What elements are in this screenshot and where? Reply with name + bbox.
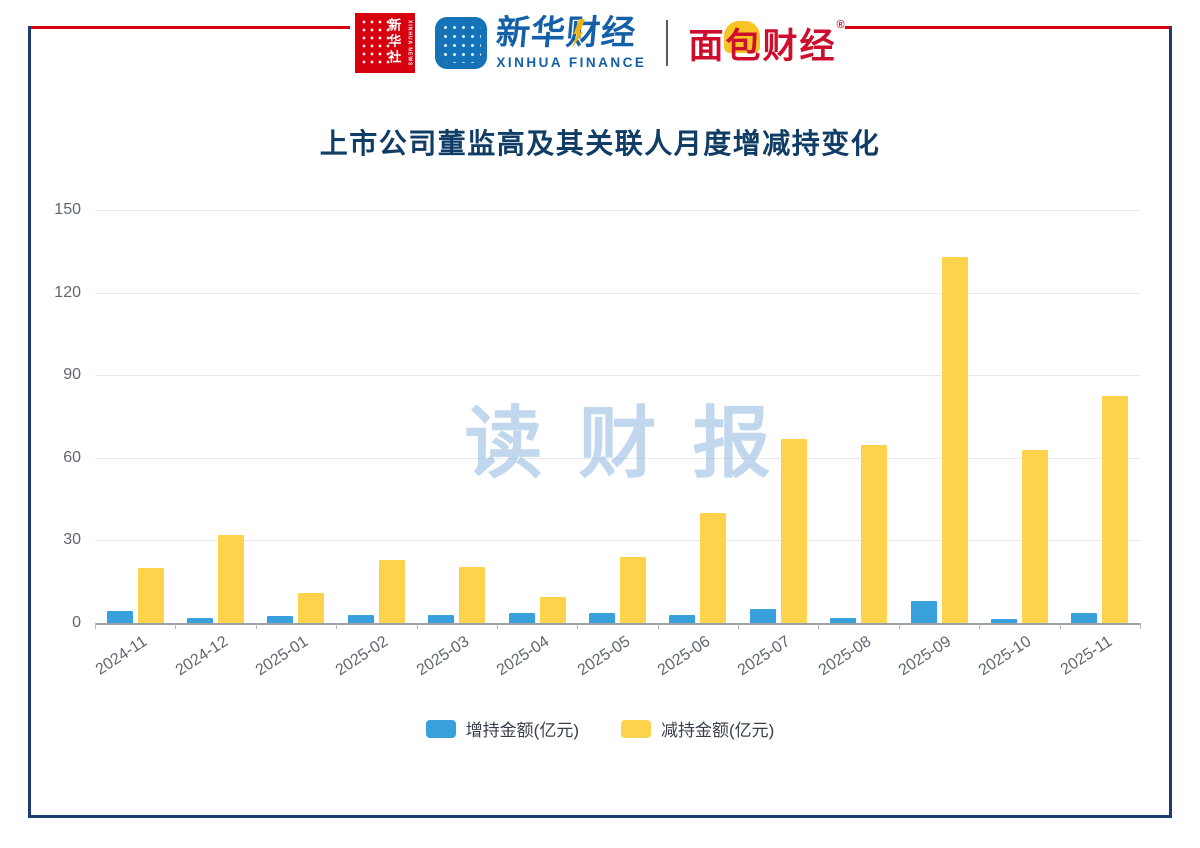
y-axis-label: 90	[63, 366, 81, 384]
watermark: 读财报	[464, 398, 807, 490]
x-axis-label: 2025-08	[815, 633, 874, 680]
x-axis-label: 2025-05	[574, 633, 633, 680]
legend-item: 减持金额(亿元)	[621, 716, 774, 741]
x-axis-tick	[496, 623, 498, 629]
bar-decrease-2025-10	[1021, 449, 1048, 623]
x-axis-label: 2025-06	[654, 633, 714, 680]
gridline	[95, 540, 1140, 542]
xinhua-news-wordmark: 新华社	[386, 18, 402, 66]
bar-decrease-2025-06	[700, 512, 727, 623]
bar-decrease-2025-05	[620, 556, 646, 623]
bar-increase-2025-07	[749, 609, 776, 623]
bar-increase-2025-01	[267, 616, 294, 623]
legend-label: 增持金额(亿元)	[465, 721, 579, 740]
xinhua-finance-subtitle: XINHUA FINANCE	[496, 54, 647, 70]
bar-decrease-2025-09	[941, 256, 968, 623]
bar-decrease-2025-03	[459, 566, 486, 623]
header-logos: 新华社 XINHUA NEWS 新华财经 XINHUA FINANCE 面包财经…	[0, 10, 1200, 76]
y-axis-label: 60	[63, 448, 81, 466]
bread-icon	[724, 20, 761, 53]
x-axis-label: 2025-09	[895, 633, 955, 680]
xinhua-news-logo: 新华社 XINHUA NEWS	[355, 13, 416, 73]
bar-increase-2025-04	[508, 613, 535, 623]
bar-increase-2025-05	[589, 613, 615, 623]
plot-area: 读财报 0 30 60 90 120 150 2024-11 2024-12 2025-01 20…	[54, 201, 1141, 679]
bar-increase-2025-09	[910, 600, 937, 623]
bar-increase-2025-02	[347, 614, 374, 623]
x-axis-tick	[416, 623, 418, 629]
registered-mark: ®	[836, 18, 845, 31]
xinhua-finance-text: 新华财经 XINHUA FINANCE	[494, 14, 648, 70]
bread-finance-logo: 面包财经 ®	[688, 18, 844, 69]
gridline	[95, 457, 1140, 459]
frame-bottom-navy-line	[28, 815, 1172, 818]
x-axis-tick	[95, 623, 96, 629]
x-axis-tick	[336, 623, 338, 629]
bar-increase-2025-03	[428, 614, 455, 623]
bar-decrease-2025-07	[780, 438, 807, 623]
gridline	[95, 210, 1140, 211]
frame-left-navy-line	[28, 26, 31, 818]
x-axis-label: 2025-10	[976, 633, 1035, 680]
x-axis-tick	[738, 623, 740, 629]
x-axis-label: 2025-01	[252, 633, 312, 680]
xinhua-finance-name: 新华财经	[494, 14, 639, 53]
bar-decrease-2025-11	[1102, 395, 1129, 623]
bar-decrease-2025-08	[861, 445, 888, 623]
x-axis-tick	[577, 623, 579, 629]
x-axis-tick	[1059, 623, 1061, 629]
x-axis-label: 2024-12	[172, 633, 231, 680]
bar-increase-2025-11	[1071, 613, 1098, 623]
x-axis-tick	[818, 623, 820, 629]
y-axis-label: 0	[72, 614, 81, 631]
x-axis-label: 2024-11	[92, 633, 151, 679]
legend-label: 减持金额(亿元)	[661, 721, 775, 740]
y-axis-label: 120	[54, 283, 81, 301]
x-axis-tick	[657, 623, 659, 629]
bar-decrease-2025-02	[378, 559, 405, 623]
gridline	[95, 292, 1140, 294]
legend-swatch	[621, 719, 651, 738]
logo-divider	[666, 20, 669, 66]
bar-increase-2024-11	[106, 610, 133, 623]
y-axis-label: 150	[54, 201, 81, 218]
frame-top-left-red-line	[28, 26, 350, 29]
bar-decrease-2025-04	[539, 596, 566, 623]
bar-decrease-2024-12	[218, 534, 245, 623]
x-axis-tick	[979, 623, 981, 629]
x-axis-tick	[175, 623, 177, 629]
x-axis-line	[95, 623, 1140, 625]
bar-increase-2025-06	[669, 614, 696, 623]
frame-top-right-red-line	[845, 26, 1172, 29]
bar-increase-2025-10	[990, 618, 1017, 623]
bar-decrease-2024-11	[137, 567, 164, 623]
legend-swatch	[425, 719, 456, 738]
xinhua-finance-wordmark: 新华财经	[494, 14, 648, 53]
x-axis-label: 2025-03	[413, 633, 472, 680]
network-globe-icon	[360, 18, 393, 68]
x-axis-label: 2025-07	[735, 633, 794, 680]
x-axis-tick	[1140, 623, 1141, 629]
x-axis-label: 2025-02	[333, 633, 392, 680]
chart-title: 上市公司董监高及其关联人月度增减持变化	[319, 128, 881, 159]
legend-item: 增持金额(亿元)	[425, 716, 579, 741]
frame-right-navy-line	[1169, 26, 1172, 818]
x-axis-label: 2025-04	[493, 633, 553, 680]
gridline	[95, 375, 1140, 377]
xinhua-finance-globe-icon	[435, 16, 488, 69]
legend: 增持金额(亿元) 减持金额(亿元)	[0, 716, 1200, 741]
x-axis-tick	[898, 623, 900, 629]
bar-increase-2024-12	[187, 617, 214, 623]
bar-decrease-2025-01	[298, 592, 325, 623]
x-axis-tick	[255, 623, 257, 629]
y-axis-label: 30	[63, 531, 81, 549]
bread-finance-wordmark: 面包财经	[688, 26, 837, 66]
xinhua-finance-logo: 新华财经 XINHUA FINANCE	[435, 14, 648, 70]
x-axis-label: 2025-11	[1057, 633, 1116, 679]
bar-increase-2025-08	[830, 617, 857, 623]
xinhua-news-subtitle: XINHUA NEWS	[406, 20, 413, 67]
